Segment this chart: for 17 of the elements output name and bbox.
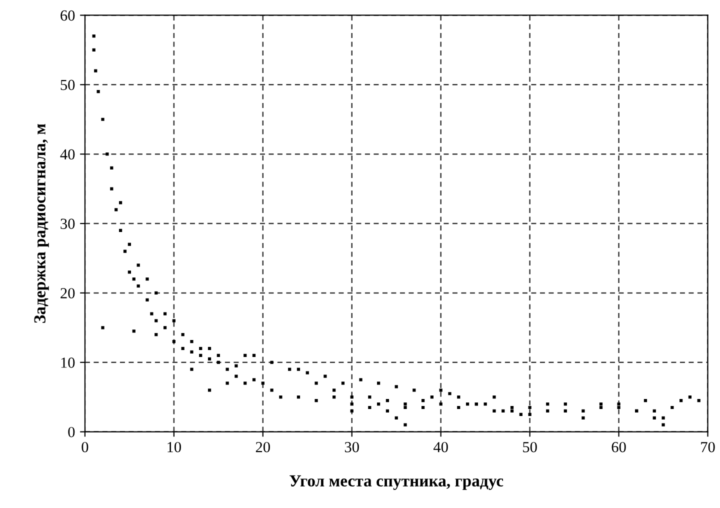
y-tick-label: 0 — [68, 426, 75, 438]
y-tick-label: 20 — [60, 288, 75, 298]
y-tick-label: 40 — [60, 149, 75, 160]
y-axis-title: Задержка радиосигнала, м — [34, 124, 49, 323]
x-axis-title: Угол места спутника, градус — [290, 475, 504, 490]
x-tick-label: 50 — [523, 442, 537, 452]
x-tick-label: 30 — [344, 442, 359, 452]
y-tick-label: 60 — [60, 10, 75, 21]
y-tick-label: 10 — [61, 358, 75, 368]
x-tick-label: 10 — [168, 442, 181, 452]
x-tick-label: 70 — [701, 442, 715, 452]
x-tick-label: 20 — [256, 442, 270, 452]
x-tick-label: 60 — [612, 442, 626, 452]
x-tick-label: 40 — [434, 442, 448, 452]
y-tick-label: 30 — [60, 218, 75, 229]
y-tick-label: 50 — [60, 80, 75, 90]
x-tick-label: 0 — [82, 442, 88, 452]
